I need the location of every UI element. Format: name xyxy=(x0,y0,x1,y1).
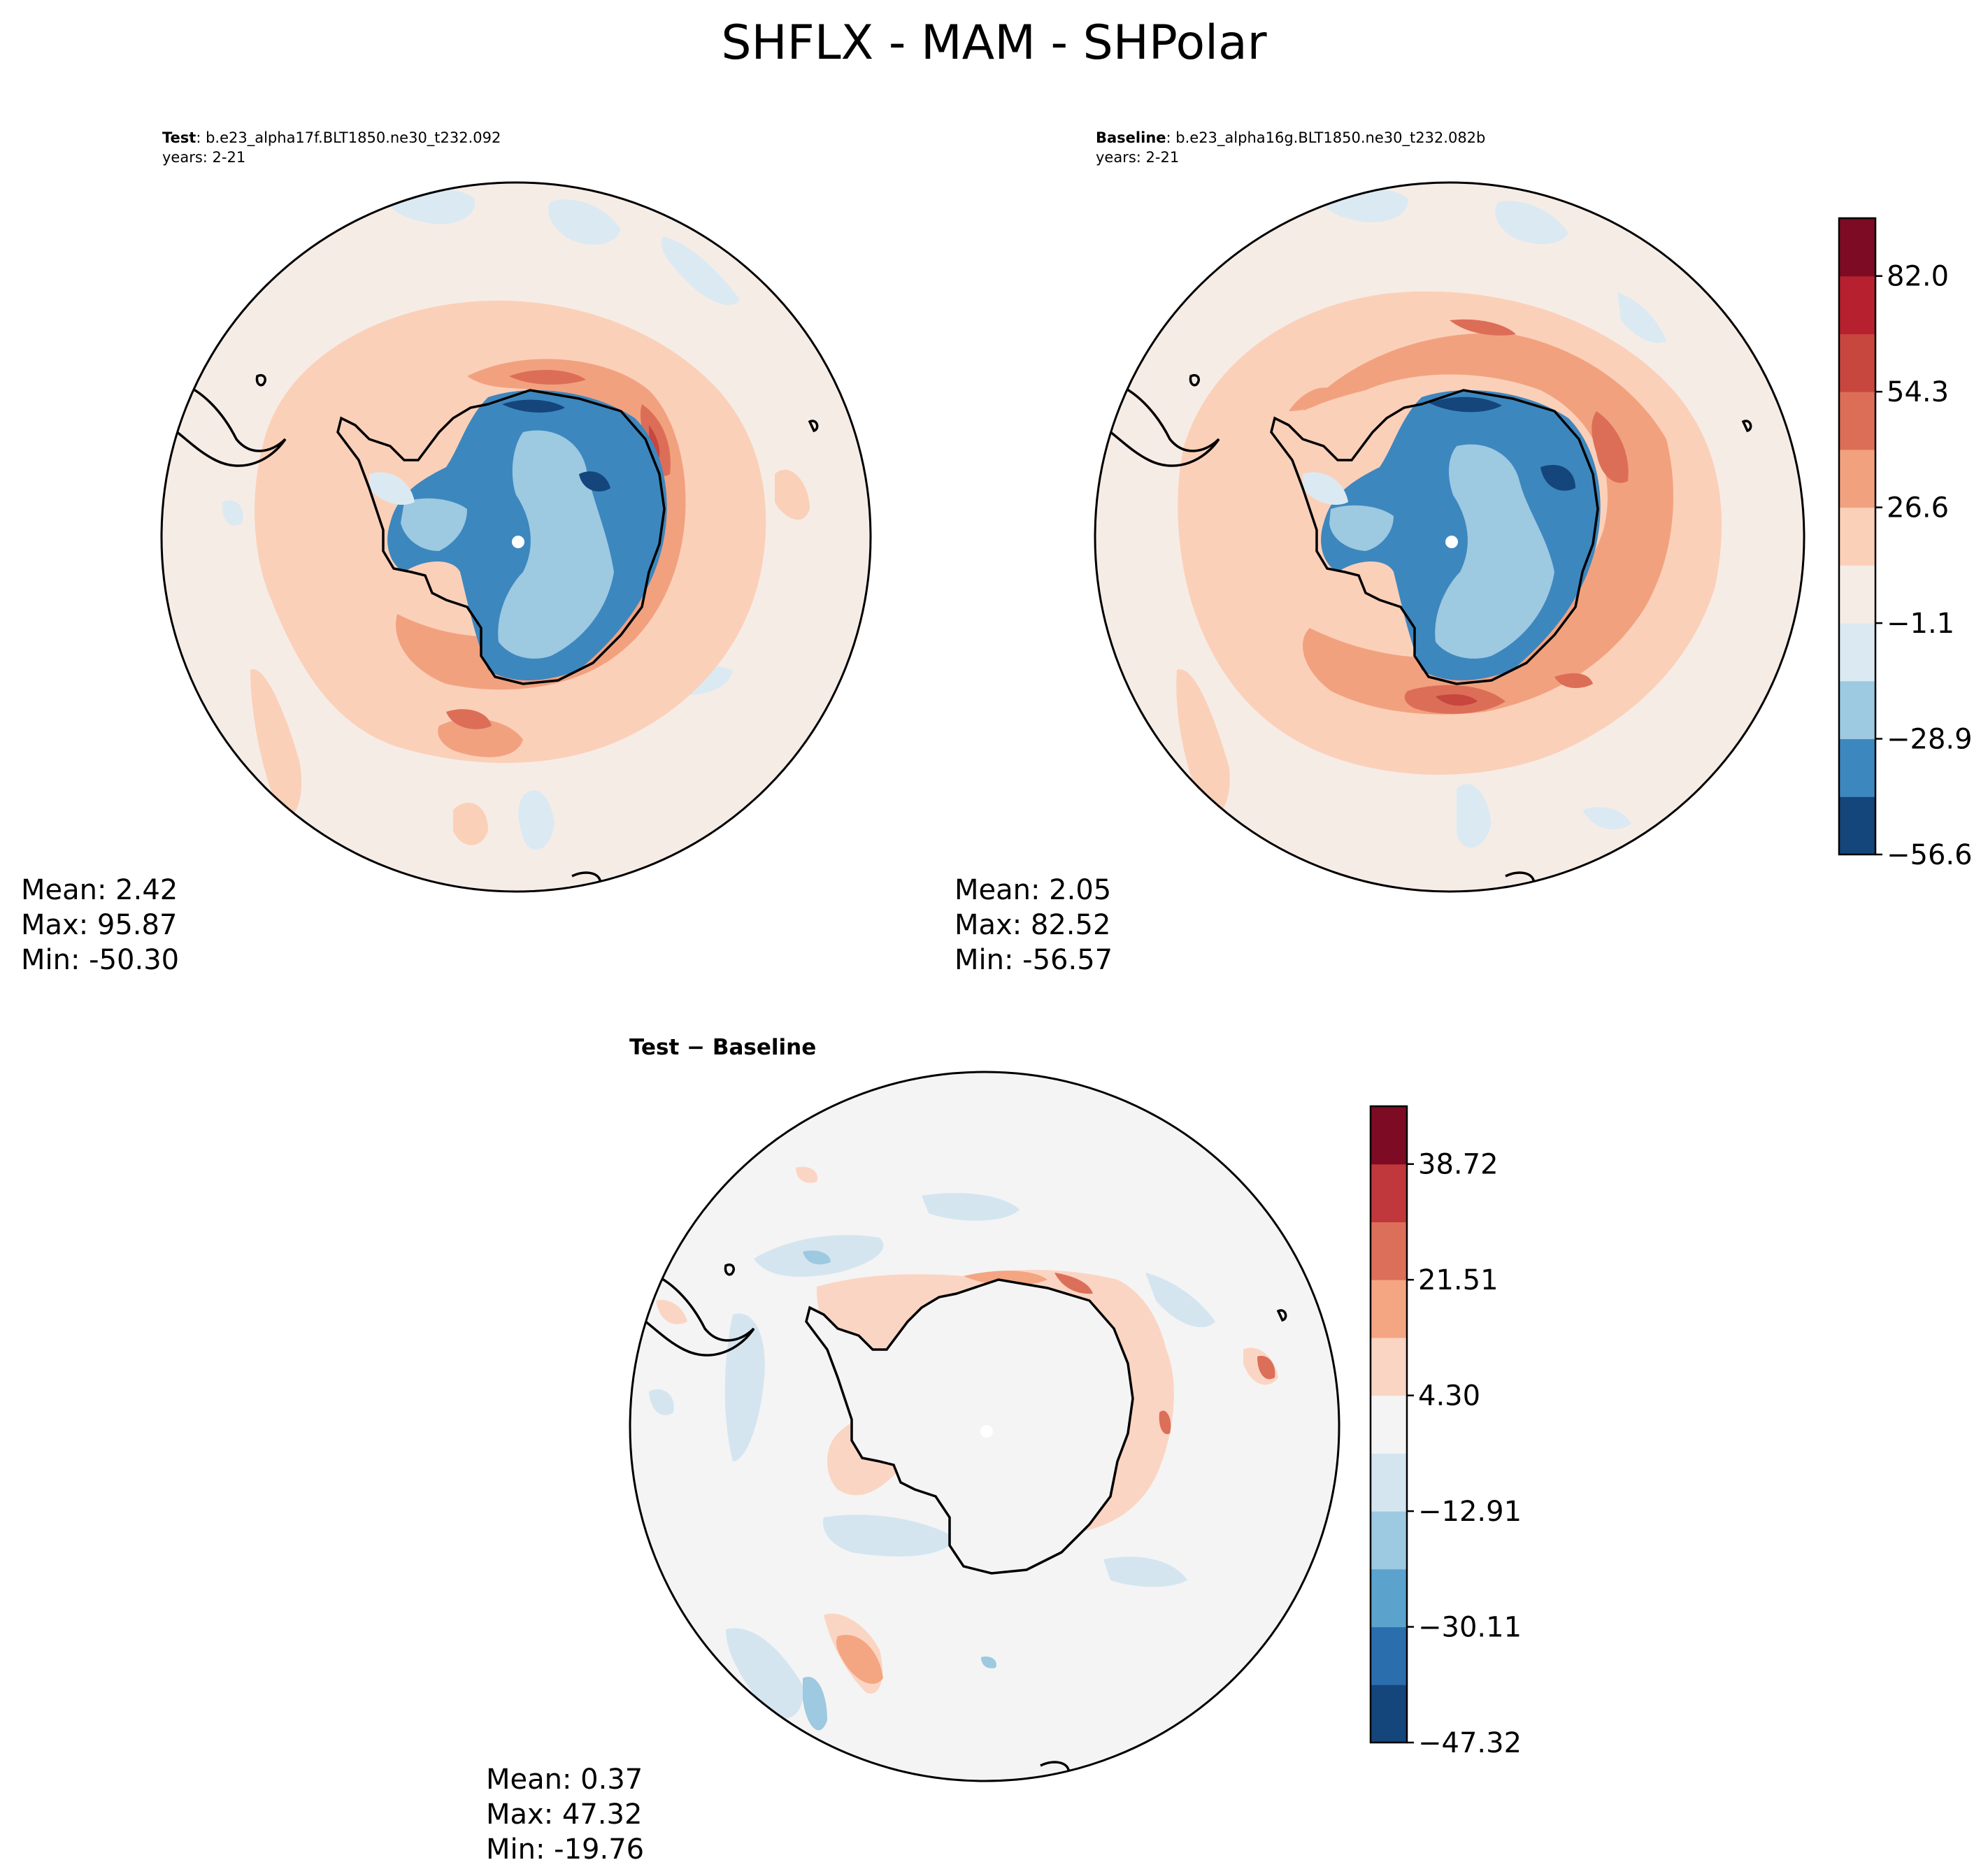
diff-colorbar-tick-label: −47.32 xyxy=(1418,1727,1522,1755)
diff-colorbar-tick-label: 38.72 xyxy=(1418,1149,1499,1181)
main-colorbar-tick-label: 54.3 xyxy=(1887,376,1949,408)
test-max: Max: 95.87 xyxy=(21,909,178,941)
main-colorbar-band xyxy=(1839,507,1875,566)
main-colorbar-band xyxy=(1839,276,1875,334)
main-colorbar-tick-label: −1.1 xyxy=(1887,608,1954,640)
main-colorbar-frame xyxy=(1838,217,1877,856)
baseline-antarctica-field xyxy=(1303,390,1601,680)
baseline-label: Baseline xyxy=(1096,129,1166,146)
diff-negative-mid-patches xyxy=(803,1250,996,1731)
diff-colorbar-band xyxy=(1371,1337,1407,1396)
main-colorbar-tick-label: 26.6 xyxy=(1887,492,1949,524)
diff-south-america-coastline xyxy=(634,1271,755,1357)
diff-colorbar-tick-label: 21.51 xyxy=(1418,1264,1499,1296)
baseline-mean: Mean: 2.05 xyxy=(954,874,1112,906)
diff-colorbar-band xyxy=(1371,1395,1407,1454)
test-antarctica-coastline xyxy=(336,389,666,685)
main-colorbar-tick-label: −56.6 xyxy=(1887,839,1973,867)
diff-colorbar-band xyxy=(1371,1684,1407,1743)
diff-map-boundary xyxy=(629,1071,1340,1782)
baseline-warm-core xyxy=(1289,333,1673,715)
test-polar-map xyxy=(160,181,872,893)
diff-polar-map xyxy=(629,1071,1340,1782)
main-colorbar: 82.0 54.3 26.6 −1.1 −28.9 −56.6 xyxy=(1838,217,1973,867)
test-stats: Mean: 2.42 Max: 95.87 Min: -50.30 xyxy=(21,873,179,978)
diff-positive-strong-patches xyxy=(836,1271,1275,1684)
diff-colorbar-band xyxy=(1371,1106,1407,1165)
test-map-boundary xyxy=(160,181,872,893)
main-colorbar-band xyxy=(1839,449,1875,508)
main-colorbar-band xyxy=(1839,680,1875,740)
test-south-america-coastline xyxy=(166,382,287,467)
test-years: years: 2-21 xyxy=(162,149,246,166)
diff-colorbar-band xyxy=(1371,1164,1407,1222)
diff-mean: Mean: 0.37 xyxy=(486,1764,643,1796)
baseline-warm-hotspots xyxy=(1404,319,1629,714)
test-case-name: : b.e23_alpha17f.BLT1850.ne30_t232.092 xyxy=(196,129,501,146)
test-antarctica-field xyxy=(369,390,667,680)
main-colorbar-band xyxy=(1839,565,1875,624)
diff-colorbar-tick-label: 4.30 xyxy=(1418,1380,1480,1412)
test-pole-marker xyxy=(512,536,524,548)
baseline-south-america-coastline xyxy=(1099,382,1220,467)
baseline-polar-map xyxy=(1094,181,1805,893)
baseline-years: years: 2-21 xyxy=(1096,149,1180,166)
baseline-case-name: : b.e23_alpha16g.BLT1850.ne30_t232.082b xyxy=(1166,129,1486,146)
main-colorbar-band xyxy=(1839,796,1875,855)
diff-max: Max: 47.32 xyxy=(486,1798,643,1831)
diff-antarctica-coastline xyxy=(805,1278,1134,1575)
test-min: Min: -50.30 xyxy=(21,944,180,976)
diff-colorbar-band xyxy=(1371,1453,1407,1512)
diff-colorbar-band xyxy=(1371,1280,1407,1338)
figure-title: SHFLX - MAM - SHPolar xyxy=(721,15,1267,71)
test-label: Test xyxy=(162,129,196,146)
baseline-min: Min: -56.57 xyxy=(954,944,1113,976)
test-panel-title: Test: b.e23_alpha17f.BLT1850.ne30_t232.0… xyxy=(162,128,501,167)
diff-pole-marker xyxy=(980,1425,993,1438)
test-mean: Mean: 2.42 xyxy=(21,874,178,906)
baseline-map-boundary xyxy=(1094,181,1805,893)
baseline-panel-title: Baseline: b.e23_alpha16g.BLT1850.ne30_t2… xyxy=(1096,128,1485,167)
diff-colorbar-band xyxy=(1371,1511,1407,1570)
diff-colorbar-band xyxy=(1371,1568,1407,1628)
main-colorbar-band xyxy=(1839,218,1875,277)
diff-colorbar-frame xyxy=(1369,1105,1408,1744)
test-light-blue-patches xyxy=(222,188,740,850)
baseline-stats: Mean: 2.05 Max: 82.52 Min: -56.57 xyxy=(954,873,1113,978)
diff-min: Min: -19.76 xyxy=(486,1833,645,1866)
main-colorbar-band xyxy=(1839,623,1875,682)
diff-stats: Mean: 0.37 Max: 47.32 Min: -19.76 xyxy=(486,1762,644,1867)
diff-colorbar-band xyxy=(1371,1626,1407,1685)
baseline-max: Max: 82.52 xyxy=(954,909,1111,941)
main-colorbar-tick-label: −28.9 xyxy=(1887,724,1973,756)
baseline-antarctica-coastline xyxy=(1270,389,1599,685)
diff-colorbar-band xyxy=(1371,1222,1407,1280)
diff-colorbar: 38.72 21.51 4.30 −12.91 −30.11 −47.32 xyxy=(1369,1105,1522,1755)
diff-colorbar-tick-label: −12.91 xyxy=(1418,1496,1522,1528)
main-colorbar-band xyxy=(1839,738,1875,797)
main-colorbar-band xyxy=(1839,392,1875,450)
main-colorbar-tick-label: 82.0 xyxy=(1887,261,1949,293)
diff-panel-title: Test − Baseline xyxy=(629,1035,817,1060)
diff-colorbar-tick-label: −30.11 xyxy=(1418,1612,1522,1644)
baseline-pole-marker xyxy=(1445,536,1458,548)
main-colorbar-band xyxy=(1839,334,1875,392)
